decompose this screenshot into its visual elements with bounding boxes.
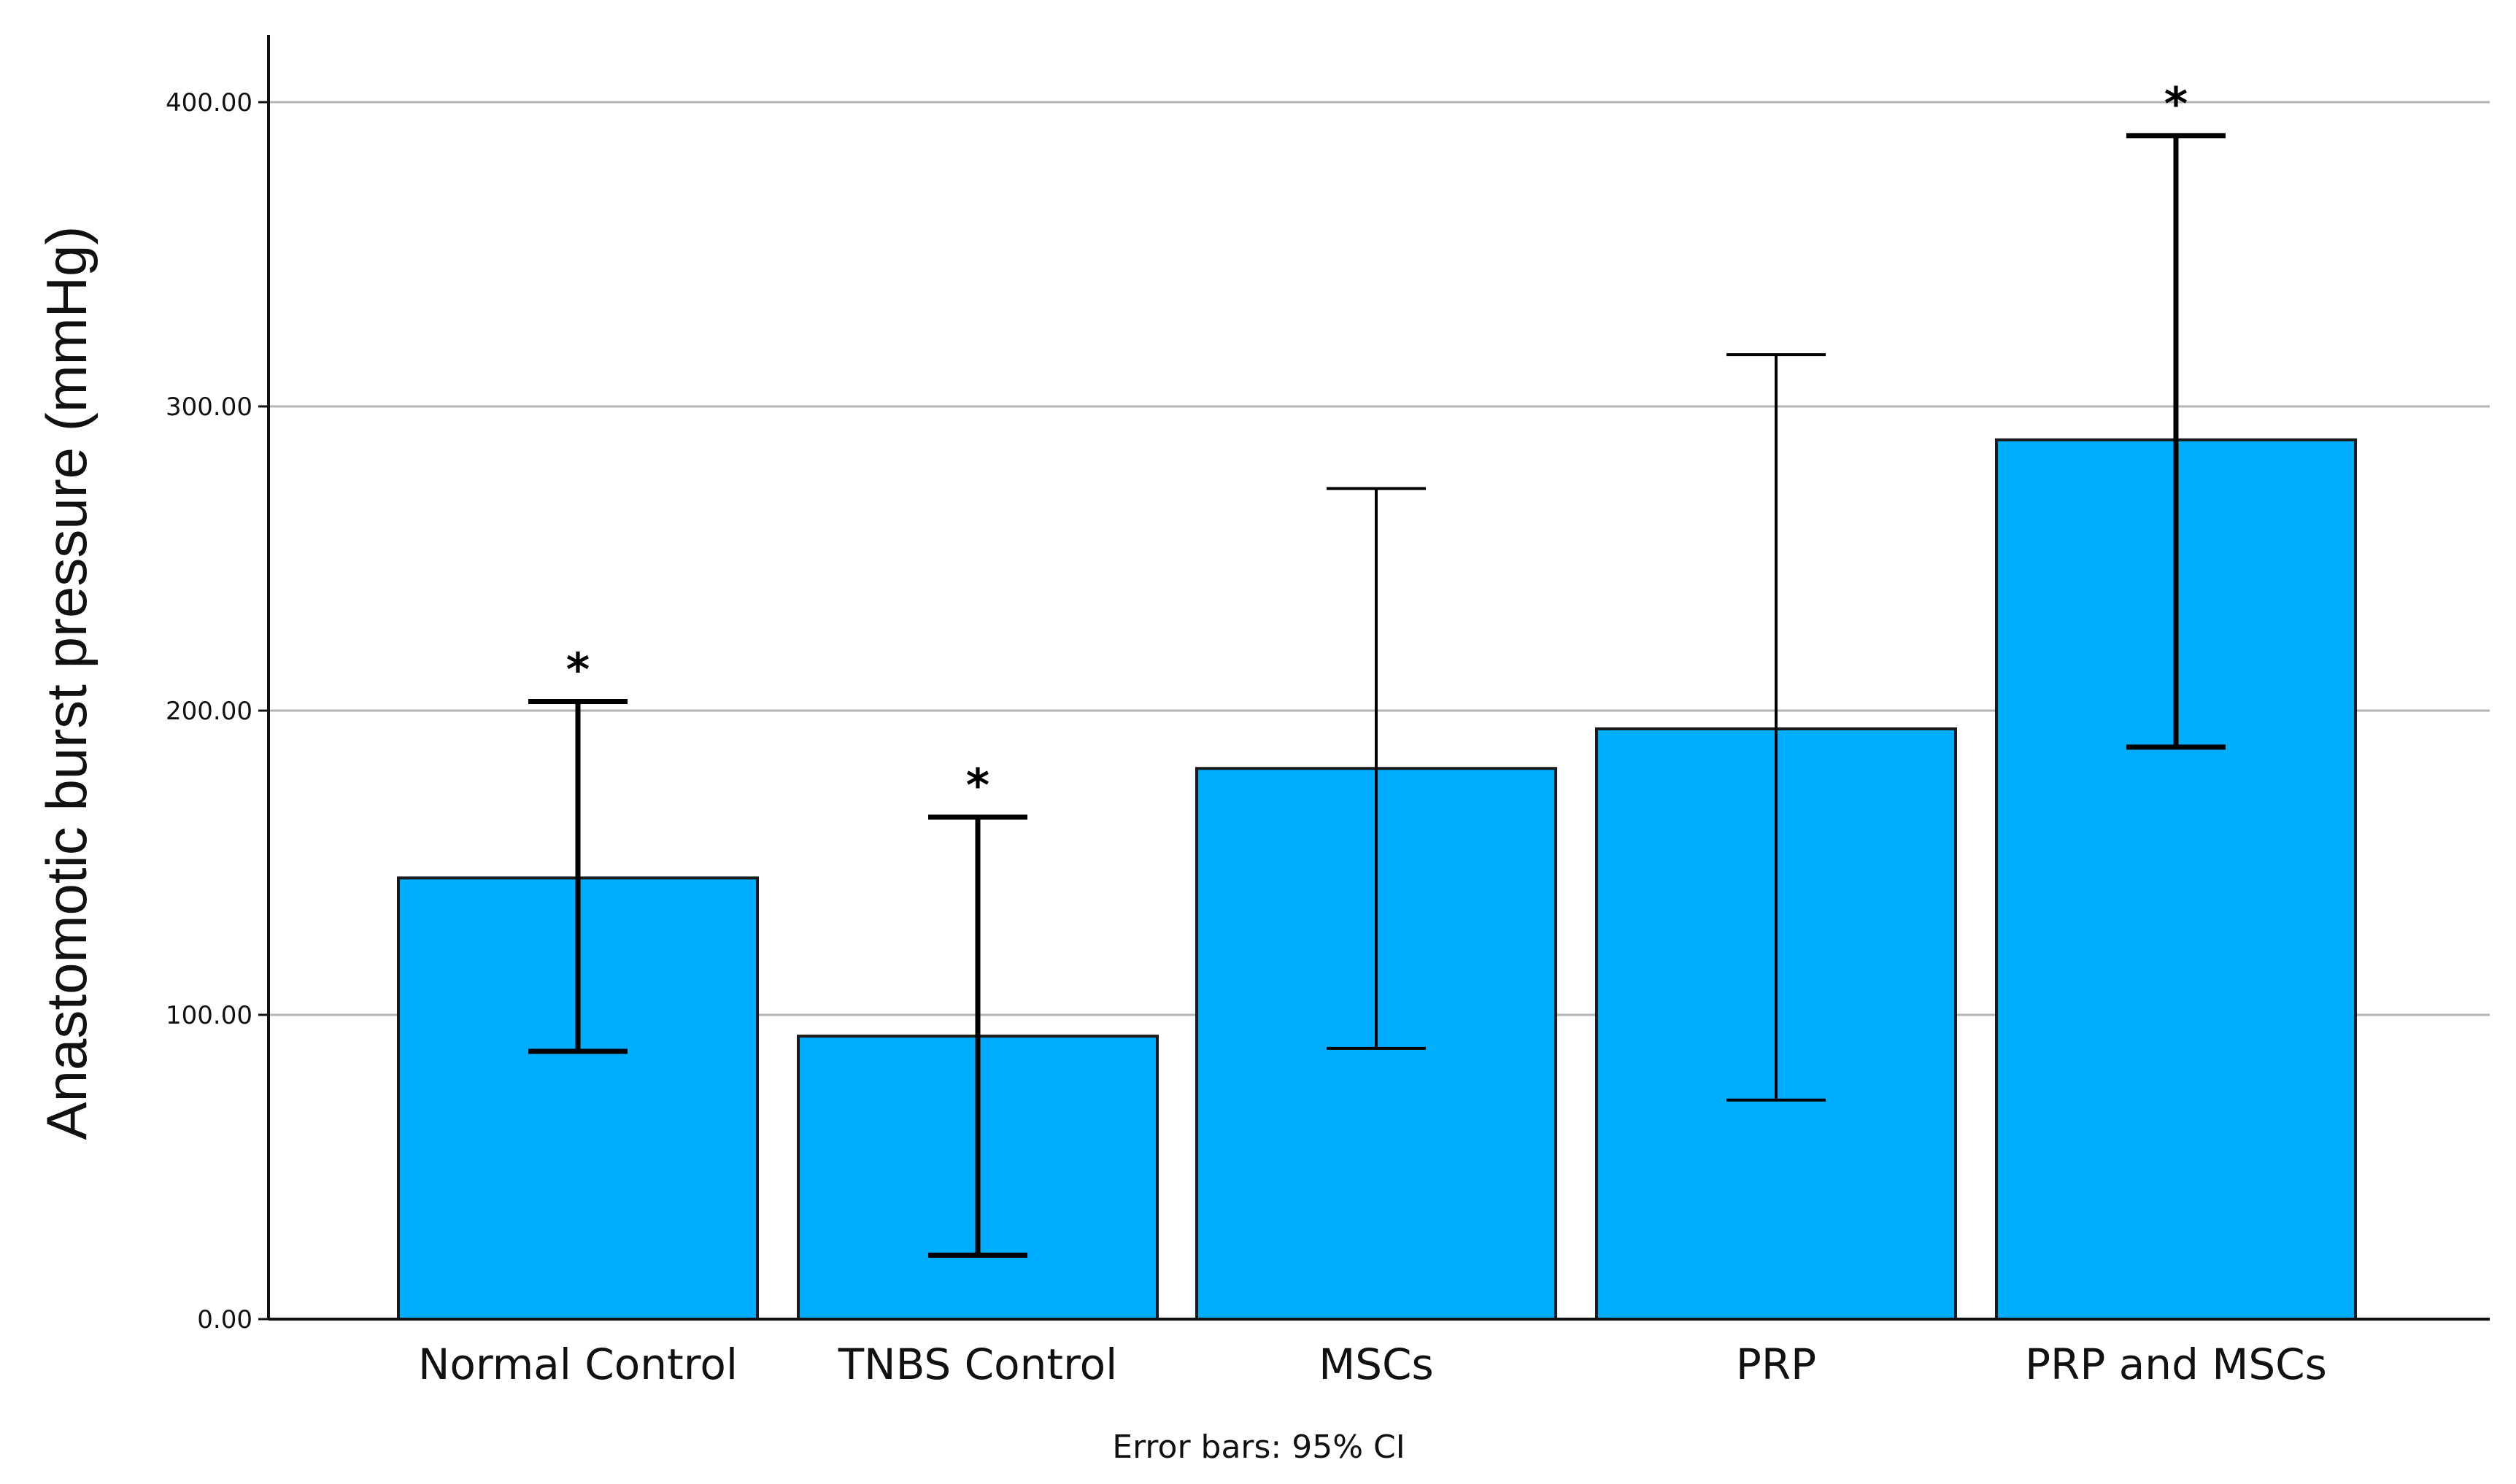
x-category-label: TNBS Control — [838, 1340, 1118, 1389]
significance-star: * — [966, 759, 989, 812]
y-axis-ticks: 0.00 100.00 200.00 300.00 400.00 — [166, 88, 269, 1334]
significance-markers: * * * — [566, 77, 2188, 812]
x-category-label: PRP — [1736, 1340, 1816, 1389]
y-tick-label: 0.00 — [197, 1305, 252, 1334]
x-category-label: MSCs — [1319, 1340, 1434, 1389]
x-category-label: PRP and MSCs — [2025, 1340, 2327, 1389]
y-axis-label: Anastomotic burst pressure (mmHg) — [34, 226, 99, 1140]
error-bars-footnote: Error bars: 95% CI — [1112, 1429, 1405, 1466]
x-axis-labels: Normal Control TNBS Control MSCs PRP PRP and… — [418, 1340, 2327, 1389]
y-tick-label: 200.00 — [166, 697, 252, 726]
error-bars — [528, 133, 2226, 1258]
significance-star: * — [2164, 77, 2188, 131]
axes — [267, 35, 2490, 1321]
y-tick-label: 400.00 — [166, 88, 252, 117]
y-tick-label: 300.00 — [166, 393, 252, 422]
x-category-label: Normal Control — [418, 1340, 738, 1389]
y-tick-label: 100.00 — [166, 1001, 252, 1030]
significance-star: * — [566, 643, 590, 696]
